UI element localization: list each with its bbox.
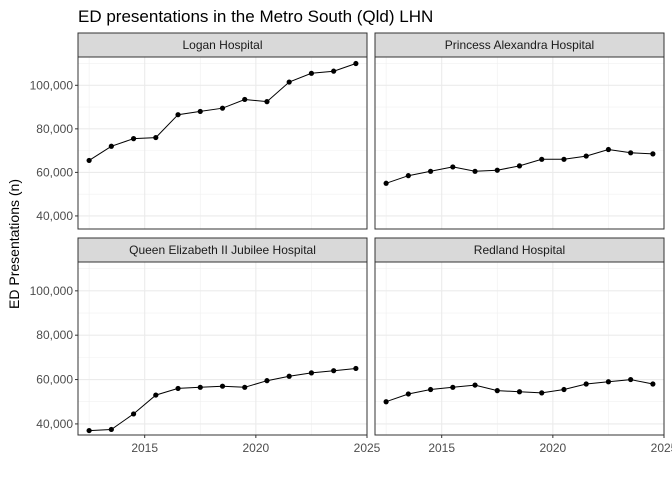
data-point [494, 167, 500, 173]
y-tick-label: 60,000 [36, 165, 73, 179]
data-point [583, 381, 589, 387]
y-axis-title: ED Presentations (n) [6, 179, 22, 309]
data-point [561, 386, 567, 393]
data-point [539, 156, 545, 162]
panel-border [77, 56, 368, 230]
facet-panels: Logan Hospital 40,000 60,000 80,000 100,000 P… [30, 32, 672, 455]
data-point [264, 378, 270, 384]
panel-queen-elizabeth-ii-jubilee-hospital: Queen Elizabeth II Jubilee Hospital 40,00… [30, 237, 381, 455]
data-point [450, 164, 456, 170]
data-point [264, 99, 270, 105]
data-point [242, 96, 248, 103]
data-point [86, 427, 92, 434]
plot-background [78, 262, 367, 435]
data-point [427, 386, 434, 393]
data-point [628, 376, 634, 383]
data-point [175, 112, 181, 118]
y-tick-label: 60,000 [36, 373, 73, 387]
panel-border [374, 56, 665, 230]
data-point [583, 153, 589, 159]
data-point [605, 379, 612, 385]
strip-redland-hospital [374, 237, 665, 263]
data-point [153, 392, 159, 398]
data-point [450, 384, 456, 390]
strip-label-logan-hospital: Logan Hospital [182, 38, 262, 52]
data-point [472, 168, 478, 174]
panel-border [374, 261, 665, 436]
strip-label-redland-hospital: Redland Hospital [474, 243, 565, 257]
data-point [353, 365, 359, 372]
x-tick-label: 2015 [131, 441, 158, 455]
data-point [353, 60, 359, 67]
data-point [130, 411, 137, 417]
y-tick-label: 100,000 [30, 284, 74, 298]
panel-border [77, 261, 368, 436]
data-point [219, 105, 226, 111]
data-point [383, 399, 389, 405]
data-point [331, 368, 337, 374]
x-tick-label: 2015 [428, 441, 455, 455]
data-point [650, 151, 656, 157]
data-point [405, 391, 411, 397]
data-point [628, 150, 634, 156]
data-point [383, 180, 389, 186]
data-point [130, 136, 137, 142]
y-tick-label: 40,000 [36, 209, 73, 223]
data-point [561, 156, 567, 162]
strip-princess-alexandra-hospital [374, 32, 665, 58]
data-point [197, 384, 203, 390]
data-point [516, 389, 523, 395]
chart-title: ED presentations in the Metro South (Qld… [78, 7, 433, 26]
data-point [308, 70, 315, 76]
data-point [108, 143, 114, 149]
data-point [405, 173, 411, 179]
data-point [219, 383, 226, 389]
x-tick-label: 2025 [651, 441, 672, 455]
strip-label-queen-elizabeth-ii-jubilee-hospital: Queen Elizabeth II Jubilee Hospital [129, 243, 316, 257]
data-point [153, 134, 159, 141]
data-point [308, 370, 315, 376]
data-point [605, 146, 612, 153]
x-tick-label: 2025 [354, 441, 381, 455]
data-point [539, 390, 545, 396]
data-point [286, 373, 292, 379]
panel-princess-alexandra-hospital: Princess Alexandra Hospital [374, 32, 665, 230]
y-tick-label: 80,000 [36, 328, 73, 342]
y-tick-label: 100,000 [30, 78, 74, 92]
plot-background [375, 57, 664, 229]
data-point [427, 168, 434, 174]
data-point [650, 381, 656, 387]
data-point [494, 388, 500, 394]
x-tick-label: 2020 [242, 441, 269, 455]
data-point [108, 426, 114, 433]
data-point [472, 382, 478, 388]
data-point [86, 157, 92, 164]
y-tick-label: 40,000 [36, 417, 73, 431]
data-point [331, 68, 337, 74]
data-point [242, 384, 248, 390]
strip-logan-hospital [77, 32, 368, 58]
data-point [516, 163, 523, 169]
panel-logan-hospital: Logan Hospital 40,000 60,000 80,000 100,000 [30, 32, 368, 230]
panel-redland-hospital: Redland Hospital 2015 2020 2025 [374, 237, 672, 455]
data-point [175, 385, 181, 392]
data-point [286, 79, 292, 85]
plot-background [375, 262, 664, 435]
strip-label-princess-alexandra-hospital: Princess Alexandra Hospital [445, 38, 594, 52]
data-point [197, 108, 203, 115]
y-tick-label: 80,000 [36, 122, 73, 136]
x-tick-label: 2020 [539, 441, 566, 455]
